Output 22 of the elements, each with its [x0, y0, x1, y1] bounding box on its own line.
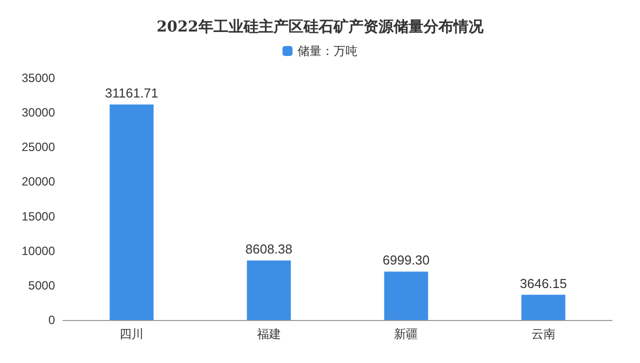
bar	[246, 260, 291, 320]
x-tick-label: 新疆	[394, 327, 418, 341]
x-tick-label: 四川	[120, 327, 144, 341]
text: 31161.71	[104, 86, 158, 101]
chart-title: 2022年工业硅主产区硅石矿产资源储量分布情况	[156, 18, 484, 36]
bar	[110, 104, 154, 320]
y-tick-label: 20000	[22, 174, 56, 189]
x-tick-label: 云南	[531, 327, 556, 341]
text: 8608.38	[245, 241, 292, 256]
y-tick-label: 0	[48, 313, 56, 327]
x-tick-label: 福建	[256, 327, 281, 341]
text: 6999.30	[382, 252, 430, 268]
y-tick-label: 35000	[22, 71, 56, 85]
y-tick-label: 15000	[22, 209, 56, 224]
y-tick-label: 25000	[22, 140, 56, 154]
text: 3646.15	[520, 276, 567, 291]
bar	[521, 294, 566, 320]
y-tick-label: 10000	[22, 244, 56, 258]
legend-label: 储量：万吨	[298, 44, 358, 58]
y-tick-label: 30000	[22, 106, 56, 120]
y-tick-label: 5000	[28, 278, 56, 292]
bar	[384, 272, 428, 320]
